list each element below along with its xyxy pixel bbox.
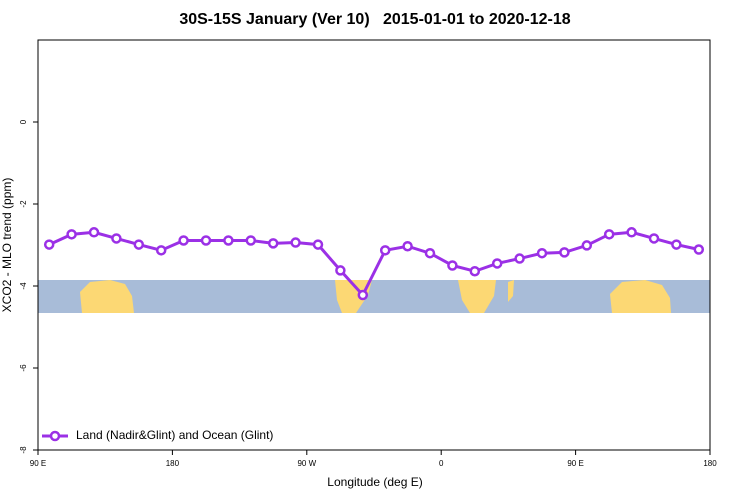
point <box>111 233 122 244</box>
point <box>402 240 413 252</box>
ocean <box>38 280 710 313</box>
y-tick-label: -8 <box>19 446 28 454</box>
point <box>581 240 593 251</box>
land <box>508 280 514 302</box>
point <box>245 235 257 246</box>
map-band <box>38 280 710 313</box>
point <box>267 238 279 249</box>
point <box>43 239 55 250</box>
y-tick-label: -4 <box>19 282 28 290</box>
x-tick-label: 90 E <box>567 459 583 468</box>
point <box>424 247 436 259</box>
x-tick-label: 180 <box>166 459 180 468</box>
land <box>458 280 496 313</box>
point <box>693 244 705 255</box>
y-axis-label: XCO2 - MLO trend (ppm) <box>0 178 14 313</box>
point <box>66 229 77 240</box>
point <box>671 239 682 250</box>
point <box>335 265 346 276</box>
x-axis-label: Longitude (deg E) <box>327 475 422 489</box>
point <box>133 239 145 250</box>
y-tick-label: -2 <box>19 200 28 208</box>
point <box>491 258 503 269</box>
x-tick-label: 0 <box>439 459 444 468</box>
point <box>559 247 570 258</box>
y-tick-label: -6 <box>19 364 28 372</box>
point <box>447 260 458 271</box>
x-tick-label: 180 <box>703 459 717 468</box>
legend-label: Land (Nadir&Glint) and Ocean (Glint) <box>76 428 273 442</box>
point <box>536 247 548 259</box>
point <box>155 245 167 256</box>
point <box>178 235 189 246</box>
point <box>200 235 212 246</box>
land <box>80 280 134 313</box>
point <box>648 233 660 244</box>
point <box>469 265 481 277</box>
plot-frame <box>37 39 711 451</box>
point <box>626 227 637 238</box>
point <box>223 235 234 246</box>
point <box>379 245 391 256</box>
land <box>335 280 372 313</box>
chart-title: 30S-15S January (Ver 10) 2015-01-01 to 2… <box>179 11 570 28</box>
land <box>610 280 671 313</box>
point <box>290 237 301 248</box>
point <box>603 229 615 240</box>
y-tick-label: 0 <box>19 119 28 124</box>
point <box>312 239 324 250</box>
x-tick-label: 90 W <box>297 459 316 468</box>
point <box>357 289 369 301</box>
point <box>514 253 525 264</box>
x-tick-label: 90 E <box>30 459 46 468</box>
legend-marker <box>49 430 61 442</box>
point <box>88 227 100 238</box>
